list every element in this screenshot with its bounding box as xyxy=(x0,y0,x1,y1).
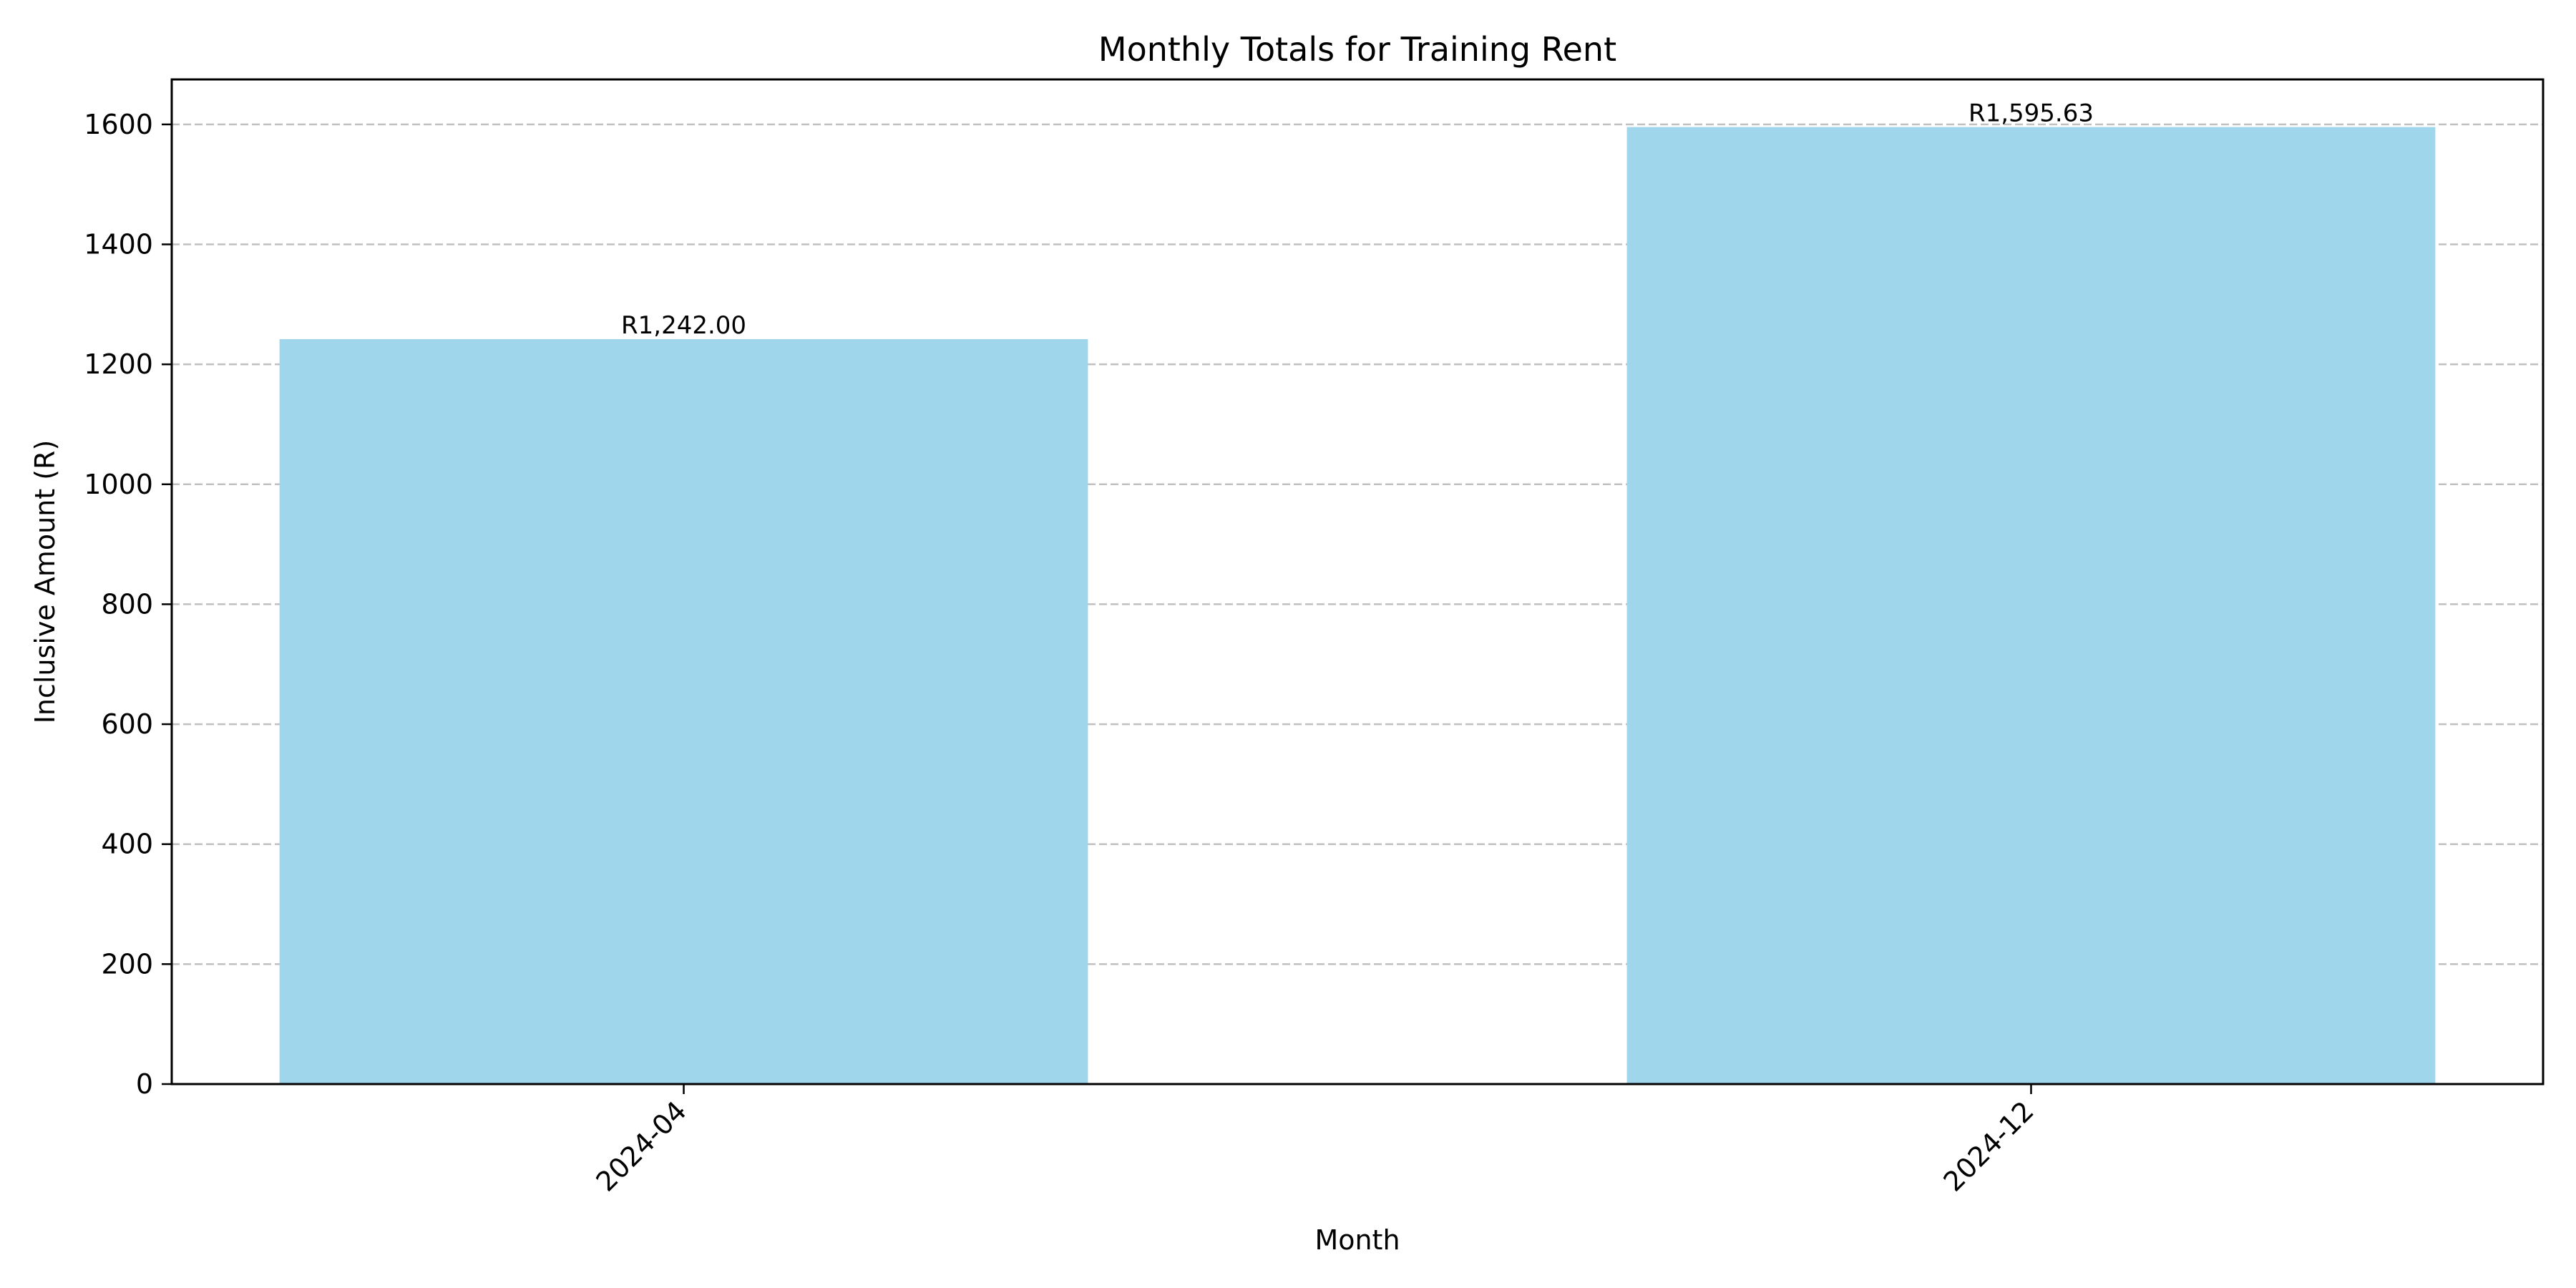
data-labels: R1,242.00 R1,595.63 xyxy=(621,99,2094,340)
y-tick-label: 0 xyxy=(136,1068,153,1100)
y-tick-label: 400 xyxy=(101,829,153,860)
plot-area-frame xyxy=(170,78,2545,1085)
bars xyxy=(279,127,2436,1085)
y-axis-ticks: 0 200 400 600 800 1000 1200 1400 1600 xyxy=(84,109,172,1100)
y-tick-label: 200 xyxy=(101,948,153,980)
data-label-2024-12: R1,595.63 xyxy=(1968,99,2094,128)
y-tick-label: 600 xyxy=(101,708,153,740)
x-axis-label: Month xyxy=(1314,1224,1400,1256)
bar-2024-04 xyxy=(279,338,1088,1085)
y-tick-label: 800 xyxy=(101,588,153,620)
y-tick-label: 1000 xyxy=(84,469,153,500)
chart-title: Monthly Totals for Training Rent xyxy=(1098,30,1616,69)
y-tick-label: 1400 xyxy=(84,229,153,260)
data-label-2024-04: R1,242.00 xyxy=(621,311,746,340)
y-axis-label: Inclusive Amount (R) xyxy=(29,440,61,724)
bar-2024-12 xyxy=(1626,127,2436,1084)
y-tick-label: 1600 xyxy=(84,109,153,140)
y-tick-label: 1200 xyxy=(84,348,153,380)
